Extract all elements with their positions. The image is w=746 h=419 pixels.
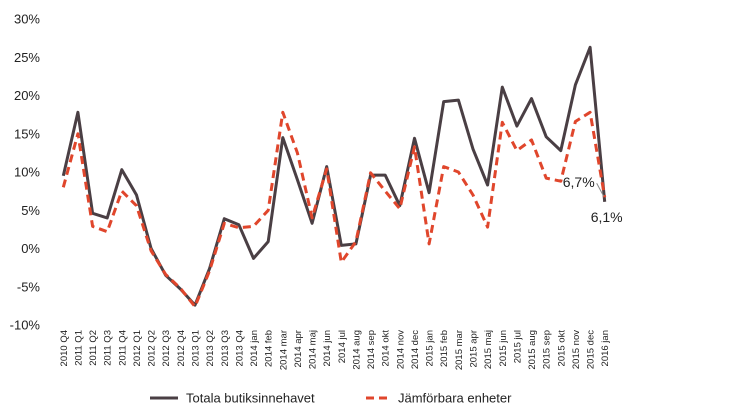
x-tick-label: 2014 jan bbox=[249, 330, 260, 366]
x-tick-label: 2014 maj bbox=[308, 330, 319, 369]
x-tick-label: 2014 jul bbox=[337, 330, 348, 363]
y-tick-label: 30% bbox=[14, 12, 40, 27]
data-label: 6,7% bbox=[563, 174, 595, 190]
x-tick-label: 2015 nov bbox=[571, 330, 582, 369]
x-tick-label: 2014 jun bbox=[322, 330, 333, 366]
y-tick-label: 15% bbox=[14, 126, 40, 141]
legend-label: Totala butiksinnehavet bbox=[186, 391, 315, 406]
x-tick-label: 2011 Q3 bbox=[103, 330, 114, 366]
series-group bbox=[61, 45, 607, 309]
x-tick-label: 2014 okt bbox=[381, 330, 392, 367]
x-tick-label: 2016 jan bbox=[600, 330, 611, 366]
x-tick-label: 2012 Q4 bbox=[176, 330, 187, 366]
series-line-totala-butiksinnehavet bbox=[61, 45, 607, 307]
x-tick-label: 2014 dec bbox=[410, 330, 421, 369]
x-tick-label: 2012 Q3 bbox=[161, 330, 172, 366]
x-tick-label: 2015 mar bbox=[454, 330, 465, 370]
x-tick-label: 2014 nov bbox=[395, 330, 406, 369]
y-tick-label: 5% bbox=[21, 203, 40, 218]
x-tick-label: 2014 aug bbox=[351, 330, 362, 370]
legend: Totala butiksinnehavet Jämförbara enheter bbox=[150, 391, 512, 406]
data-label: 6,1% bbox=[591, 209, 623, 225]
x-tick-label: 2013 Q1 bbox=[191, 330, 202, 366]
legend-label: Jämförbara enheter bbox=[398, 391, 512, 406]
x-tick-label: 2012 Q1 bbox=[132, 330, 143, 366]
x-tick-label: 2012 Q2 bbox=[147, 330, 158, 366]
y-tick-label: 0% bbox=[21, 241, 40, 256]
x-tick-label: 2011 Q1 bbox=[73, 330, 84, 366]
y-tick-label: 20% bbox=[14, 88, 40, 103]
x-tick-label: 2014 feb bbox=[264, 330, 275, 367]
x-tick-label: 2015 dec bbox=[586, 330, 597, 369]
y-axis: -10% -5% 0% 5% 10% 15% 20% 25% 30% bbox=[10, 12, 41, 333]
x-tick-label: 2015 apr bbox=[469, 330, 480, 368]
y-tick-label: 10% bbox=[14, 165, 40, 180]
x-tick-label: 2014 sep bbox=[366, 330, 377, 369]
x-tick-label: 2011 Q4 bbox=[117, 330, 128, 366]
y-tick-label: 25% bbox=[14, 50, 40, 65]
data-labels: 6,7% 6,1% bbox=[563, 174, 623, 225]
x-axis: 2010 Q4 2011 Q1 2011 Q2 2011 Q3 2011 Q4 2012 … bbox=[59, 330, 611, 370]
y-tick-label: -10% bbox=[10, 318, 41, 333]
x-tick-label: 2015 feb bbox=[439, 330, 450, 367]
x-tick-label: 2015 sep bbox=[542, 330, 553, 369]
x-tick-label: 2015 jan bbox=[425, 330, 436, 366]
x-tick-label: 2015 aug bbox=[527, 330, 538, 370]
x-tick-label: 2015 jun bbox=[498, 330, 509, 366]
x-tick-label: 2015 maj bbox=[483, 330, 494, 369]
x-tick-label: 2013 Q3 bbox=[220, 330, 231, 366]
series-line-jamforbara-enheter bbox=[61, 110, 607, 309]
data-label-leader bbox=[596, 183, 605, 197]
x-tick-label: 2013 Q4 bbox=[234, 330, 245, 366]
x-tick-label: 2015 jul bbox=[512, 330, 523, 363]
x-tick-label: 2010 Q4 bbox=[59, 330, 70, 366]
x-tick-label: 2013 Q2 bbox=[205, 330, 216, 366]
x-tick-label: 2015 okt bbox=[556, 330, 567, 367]
x-tick-label: 2014 apr bbox=[293, 330, 304, 368]
x-tick-label: 2011 Q2 bbox=[88, 330, 99, 366]
y-tick-label: -5% bbox=[17, 279, 41, 294]
x-tick-label: 2014 mar bbox=[278, 330, 289, 370]
